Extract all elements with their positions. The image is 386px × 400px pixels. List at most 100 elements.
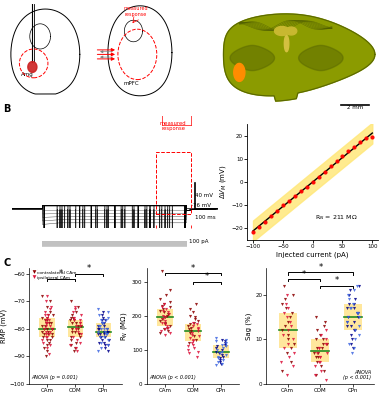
Point	[189, 331, 195, 338]
Point	[316, 358, 322, 365]
Polygon shape	[28, 62, 37, 72]
Point	[223, 352, 230, 358]
Point	[346, 300, 352, 307]
Point	[312, 363, 318, 369]
Point	[355, 314, 361, 320]
Point	[161, 316, 167, 322]
Point	[351, 287, 357, 294]
Point	[105, 337, 112, 343]
Point	[185, 323, 191, 329]
Point	[78, 331, 84, 338]
Point	[44, 326, 50, 332]
Point	[49, 312, 56, 318]
Point	[191, 319, 197, 326]
Point	[70, 317, 76, 324]
Point	[216, 350, 222, 356]
Point	[288, 358, 295, 365]
Point	[189, 330, 195, 336]
Point	[41, 326, 47, 332]
Point	[165, 311, 171, 317]
Bar	[42, 243, 186, 245]
Point	[357, 139, 364, 146]
Point	[163, 306, 169, 312]
Point	[352, 336, 358, 342]
Point	[77, 320, 83, 326]
Point	[185, 343, 191, 350]
Point	[102, 342, 108, 348]
Point	[72, 306, 78, 313]
Bar	[157, 309, 173, 326]
Point	[47, 320, 54, 326]
Point	[347, 287, 353, 294]
Point	[73, 339, 79, 346]
Point	[69, 328, 75, 335]
Point	[195, 328, 201, 334]
Point	[97, 334, 103, 340]
Point	[39, 314, 46, 321]
Point	[192, 316, 198, 322]
Point	[164, 324, 171, 331]
Point	[42, 317, 48, 324]
Point	[322, 318, 328, 325]
Point	[349, 350, 355, 356]
Point	[43, 320, 49, 326]
Point	[345, 314, 351, 320]
Bar	[42, 242, 186, 244]
Point	[75, 331, 81, 338]
Point	[318, 368, 324, 374]
Point	[43, 353, 49, 360]
Point	[69, 326, 75, 332]
Point	[186, 326, 192, 333]
Point	[78, 320, 84, 326]
Point	[355, 310, 361, 316]
Point	[69, 309, 76, 315]
Point	[98, 345, 104, 351]
Point	[344, 318, 350, 325]
Point	[214, 359, 220, 365]
Point	[47, 337, 53, 343]
Point	[43, 304, 49, 310]
Point	[313, 327, 320, 334]
Point	[222, 342, 228, 348]
Point	[186, 340, 192, 346]
Text: measured
response: measured response	[124, 6, 148, 17]
Point	[283, 305, 289, 311]
Point	[162, 314, 168, 321]
Point	[43, 323, 49, 329]
Point	[44, 345, 51, 351]
Text: 40 mV: 40 mV	[195, 193, 213, 198]
Point	[218, 348, 225, 355]
Point	[288, 310, 295, 316]
Point	[74, 328, 81, 335]
Point	[105, 342, 111, 348]
Point	[105, 342, 112, 348]
Point	[73, 326, 79, 332]
Point	[195, 333, 201, 340]
Point	[165, 328, 171, 334]
Point	[350, 345, 357, 352]
Point	[320, 336, 326, 342]
Point	[162, 319, 168, 326]
Point	[44, 312, 51, 318]
Point	[167, 287, 173, 293]
Point	[101, 320, 107, 326]
Point	[192, 314, 198, 321]
Point	[350, 318, 357, 325]
Point	[73, 309, 79, 315]
Point	[98, 326, 105, 332]
Point	[344, 323, 350, 329]
Point	[49, 326, 55, 332]
Point	[99, 317, 105, 324]
Point	[317, 354, 323, 360]
Point	[193, 336, 199, 343]
Point	[318, 332, 324, 338]
Point	[100, 320, 106, 326]
Point	[344, 318, 350, 325]
Point	[314, 345, 320, 352]
Bar	[42, 241, 186, 242]
Point	[45, 312, 51, 318]
Point	[323, 341, 329, 347]
Point	[350, 345, 356, 352]
Point	[323, 341, 330, 347]
Point	[195, 324, 201, 331]
